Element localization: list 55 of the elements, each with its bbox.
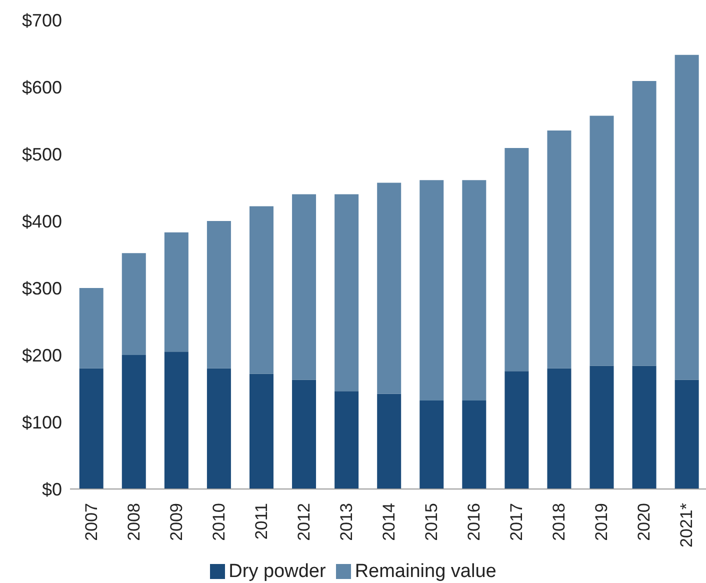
bar: [206, 221, 231, 368]
y-tick-label: $700: [22, 10, 62, 30]
bar: [420, 180, 444, 401]
y-tick-label: $100: [22, 412, 62, 432]
bar: [292, 380, 316, 489]
bar: [462, 180, 486, 401]
bar: [164, 352, 188, 489]
bar: [420, 400, 444, 489]
bar: [334, 391, 359, 489]
x-tick-label: 2021*: [677, 502, 696, 548]
x-tick-label: 2014: [380, 503, 398, 541]
y-tick-label: $600: [22, 77, 62, 98]
x-tick-label: 2013: [336, 503, 356, 541]
bar: [547, 368, 572, 489]
y-tick-label: $500: [22, 144, 62, 164]
bar: [674, 54, 699, 380]
bar: [462, 400, 486, 489]
bar: [249, 206, 274, 374]
x-tick-label: 2012: [294, 503, 314, 541]
bar: [674, 380, 699, 489]
bar: [590, 366, 614, 489]
y-tick-label: $200: [22, 345, 62, 366]
bar: [590, 116, 614, 366]
x-tick-label: 2007: [82, 503, 101, 541]
x-tick-label: 2019: [592, 503, 612, 541]
bar: [504, 371, 529, 489]
x-tick-label: 2017: [507, 503, 526, 541]
bar: [79, 288, 104, 368]
y-tick-label: $0: [42, 479, 62, 500]
bar: [334, 194, 359, 392]
legend-label: Dry powder: [228, 561, 326, 582]
legend-label: Remaining value: [354, 561, 496, 582]
x-tick-label: 2010: [209, 503, 228, 541]
bar: [206, 368, 231, 489]
x-tick-label: 2008: [124, 503, 144, 541]
bar: [504, 148, 529, 372]
x-tick-label: 2016: [464, 503, 484, 541]
bar: [292, 194, 316, 380]
bar: [122, 355, 146, 489]
x-tick-label: 2009: [166, 503, 186, 541]
bar: [632, 366, 656, 489]
x-tick-label: 2015: [422, 503, 442, 541]
bar: [377, 182, 402, 394]
x-tick-label: 2018: [550, 503, 569, 541]
bar: [547, 130, 572, 368]
bar: [122, 253, 146, 355]
y-tick-label: $300: [22, 278, 62, 298]
x-tick-label: 2020: [634, 503, 654, 541]
bar: [632, 80, 656, 366]
x-tick-label: 2011: [252, 503, 271, 540]
bar: [249, 374, 274, 489]
bar: [164, 232, 188, 352]
bar: [377, 394, 402, 489]
y-tick-label: $400: [22, 211, 62, 232]
bar: [79, 368, 104, 489]
